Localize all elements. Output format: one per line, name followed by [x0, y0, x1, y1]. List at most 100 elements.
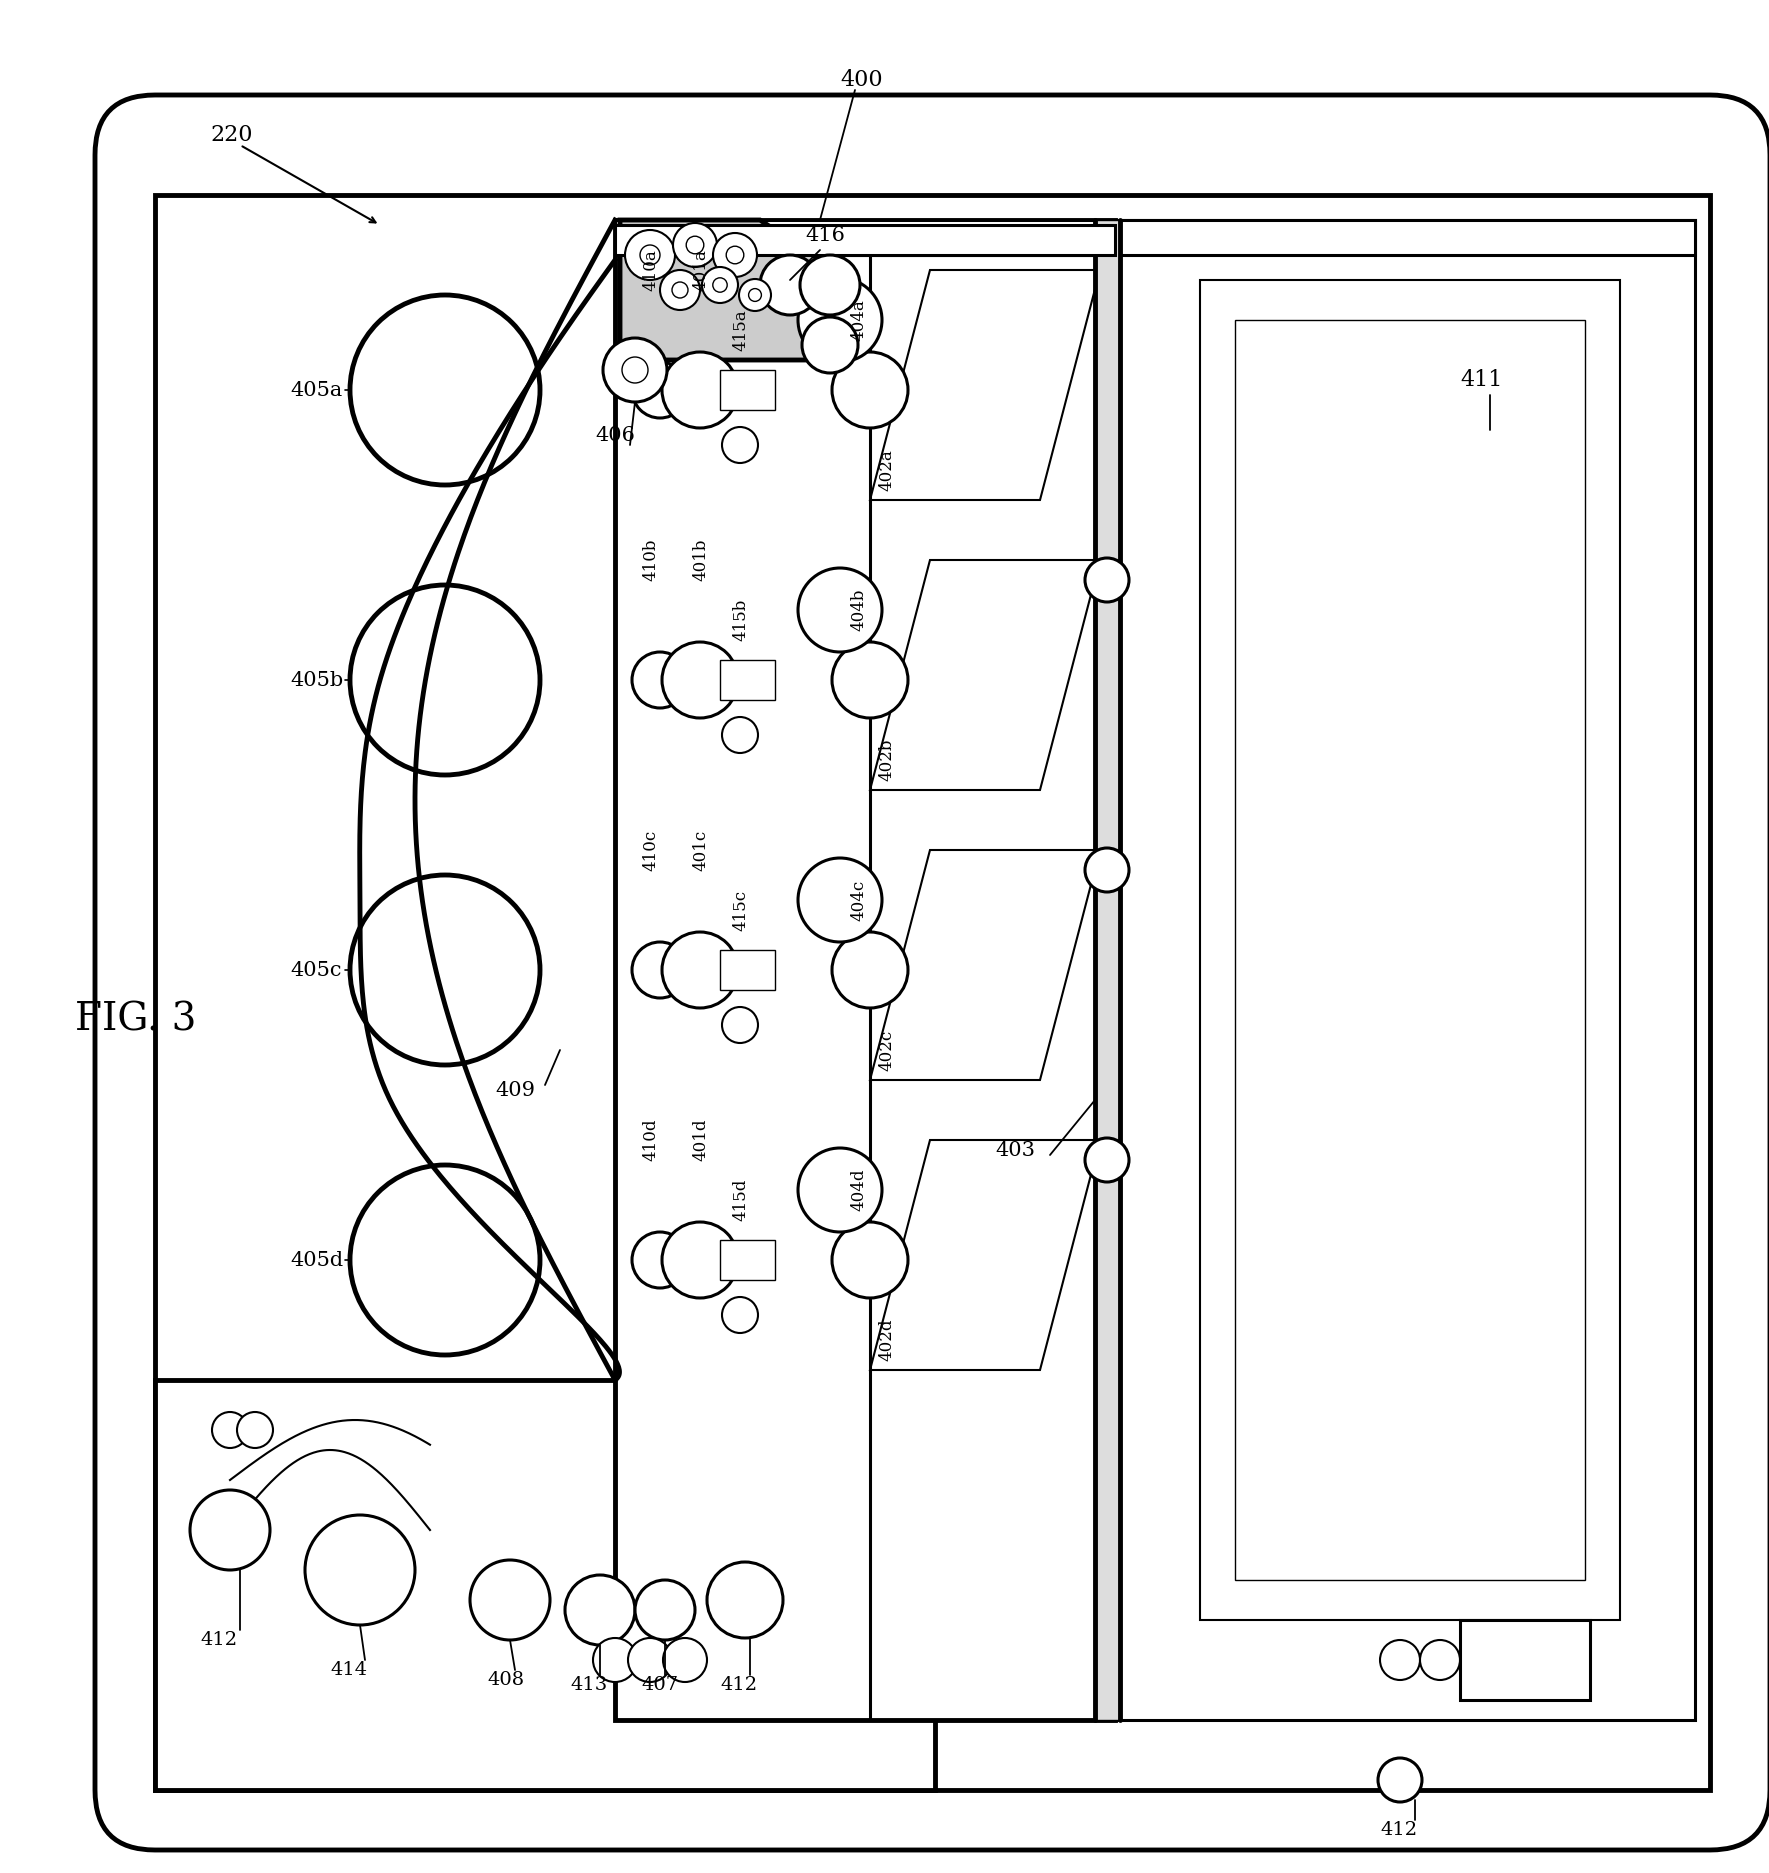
Bar	[156, 1380, 936, 1791]
Text: 405c: 405c	[290, 961, 341, 980]
Circle shape	[632, 942, 688, 998]
Text: 412: 412	[720, 1676, 757, 1693]
Text: 404c: 404c	[849, 880, 867, 922]
Text: FIG. 3: FIG. 3	[74, 1002, 196, 1038]
Circle shape	[722, 427, 757, 463]
Circle shape	[1421, 1641, 1459, 1680]
Text: 404b: 404b	[849, 588, 867, 631]
Text: 407: 407	[640, 1676, 678, 1693]
Text: 412: 412	[1380, 1821, 1417, 1839]
Text: 414: 414	[331, 1661, 368, 1678]
Circle shape	[727, 245, 743, 264]
Circle shape	[662, 352, 738, 429]
Circle shape	[662, 933, 738, 1008]
Bar	[616, 225, 1114, 255]
Circle shape	[831, 1221, 907, 1298]
Circle shape	[831, 933, 907, 1008]
Bar	[1199, 279, 1620, 1620]
Circle shape	[350, 875, 540, 1066]
Text: 415c: 415c	[732, 890, 748, 931]
Polygon shape	[870, 1141, 1100, 1369]
Circle shape	[640, 245, 660, 264]
Text: 408: 408	[486, 1671, 524, 1689]
Text: 413: 413	[570, 1676, 607, 1693]
Text: 403: 403	[994, 1141, 1035, 1159]
Circle shape	[212, 1412, 248, 1448]
Text: 411: 411	[1459, 369, 1502, 391]
Circle shape	[708, 1562, 784, 1639]
Text: 412: 412	[200, 1631, 237, 1648]
Circle shape	[798, 568, 883, 652]
Circle shape	[635, 1581, 695, 1641]
Text: 405d: 405d	[290, 1251, 343, 1270]
Text: 402d: 402d	[877, 1319, 895, 1362]
Circle shape	[623, 358, 647, 382]
Circle shape	[801, 317, 858, 373]
FancyBboxPatch shape	[96, 96, 1769, 1851]
Circle shape	[632, 652, 688, 708]
Circle shape	[722, 1296, 757, 1334]
Text: 416: 416	[805, 225, 846, 245]
Bar	[720, 1240, 775, 1279]
Text: 415d: 415d	[732, 1178, 748, 1221]
Text: 401b: 401b	[692, 539, 709, 581]
Text: 220: 220	[211, 124, 253, 146]
Circle shape	[628, 1639, 672, 1682]
Circle shape	[564, 1575, 635, 1644]
Bar	[1114, 219, 1695, 1719]
Circle shape	[632, 1232, 688, 1289]
Text: 409: 409	[495, 1081, 534, 1099]
Circle shape	[739, 279, 771, 311]
Text: 410b: 410b	[642, 539, 660, 581]
Circle shape	[722, 1008, 757, 1043]
Text: 402a: 402a	[877, 450, 895, 491]
Circle shape	[831, 642, 907, 717]
Circle shape	[800, 255, 860, 315]
Text: 402c: 402c	[877, 1030, 895, 1071]
Circle shape	[798, 1148, 883, 1232]
Text: 410c: 410c	[642, 830, 660, 871]
Bar	[720, 371, 775, 410]
Circle shape	[722, 717, 757, 753]
Text: 404d: 404d	[849, 1169, 867, 1212]
Circle shape	[350, 584, 540, 775]
Circle shape	[624, 230, 676, 279]
Circle shape	[1378, 1759, 1422, 1802]
Circle shape	[748, 288, 761, 302]
Circle shape	[672, 223, 716, 268]
Text: 410a: 410a	[642, 249, 660, 290]
Bar	[156, 195, 1711, 1791]
Circle shape	[662, 642, 738, 717]
Circle shape	[662, 1221, 738, 1298]
Circle shape	[189, 1491, 271, 1570]
Text: 410d: 410d	[642, 1118, 660, 1161]
Circle shape	[702, 268, 738, 303]
Circle shape	[1380, 1641, 1421, 1680]
Text: 415b: 415b	[732, 599, 748, 641]
Text: 405a: 405a	[290, 380, 341, 399]
Polygon shape	[870, 270, 1100, 500]
Text: 401a: 401a	[692, 249, 709, 290]
Circle shape	[660, 270, 701, 311]
Bar	[616, 219, 1695, 255]
Circle shape	[1084, 558, 1129, 601]
Polygon shape	[870, 560, 1100, 790]
Text: 401d: 401d	[692, 1118, 709, 1161]
Circle shape	[663, 1639, 708, 1682]
Circle shape	[798, 277, 883, 361]
Circle shape	[593, 1639, 637, 1682]
Text: 415a: 415a	[732, 309, 748, 350]
Circle shape	[798, 858, 883, 942]
Bar	[1235, 320, 1585, 1581]
Text: 404a: 404a	[849, 300, 867, 341]
Polygon shape	[870, 850, 1100, 1081]
Circle shape	[713, 232, 757, 277]
Bar	[616, 219, 1114, 1719]
Bar	[1459, 1620, 1590, 1701]
Circle shape	[471, 1560, 550, 1641]
Text: 405b: 405b	[290, 671, 343, 689]
Text: 401c: 401c	[692, 830, 709, 871]
Bar	[720, 950, 775, 991]
Text: 406: 406	[594, 425, 635, 444]
Circle shape	[603, 337, 667, 403]
